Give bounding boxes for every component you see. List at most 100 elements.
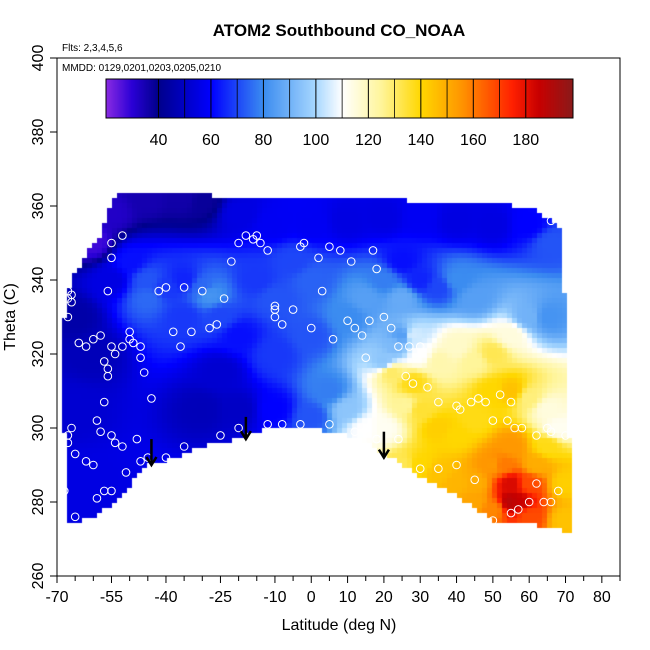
- x-tick-label: -10: [263, 589, 286, 606]
- sample-point: [179, 442, 189, 451]
- sample-point: [434, 397, 443, 407]
- y-tick-label: 360: [30, 193, 47, 220]
- sample-point: [415, 342, 425, 351]
- flights-annotation: Flts: 2,3,4,5,6: [62, 43, 123, 54]
- sample-point: [423, 383, 432, 392]
- sample-point: [96, 331, 105, 340]
- x-tick-label: 10: [339, 589, 357, 606]
- sample-point: [524, 497, 534, 507]
- sample-point: [241, 231, 251, 240]
- sample-point: [118, 342, 127, 351]
- sample-point: [179, 283, 189, 292]
- sample-point: [546, 497, 556, 507]
- sample-point: [532, 479, 541, 488]
- sample-point: [99, 357, 109, 366]
- sample-point: [118, 442, 127, 451]
- sample-point: [386, 323, 396, 333]
- sample-point: [70, 512, 80, 522]
- y-tick-label: 300: [30, 415, 47, 442]
- sample-point: [561, 431, 570, 440]
- sample-point: [357, 331, 367, 340]
- arrow-head: [145, 456, 158, 468]
- sample-point: [252, 231, 262, 240]
- sample-point: [379, 312, 389, 322]
- sample-point: [197, 286, 207, 296]
- sample-point: [96, 427, 105, 437]
- heatmap-field: [57, 58, 620, 576]
- sample-point: [263, 420, 272, 429]
- x-tick-label: 20: [375, 589, 393, 606]
- x-tick-label: 70: [557, 589, 575, 606]
- colorbar-ticks: 40 60 80 100 120 140 160 180: [150, 79, 539, 149]
- sample-point: [81, 342, 91, 351]
- sample-point: [205, 323, 214, 333]
- y-tick-label: 400: [30, 45, 47, 72]
- sample-point: [168, 327, 178, 337]
- plot-data-layer: [57, 58, 620, 576]
- sample-point: [365, 316, 374, 326]
- sample-point: [503, 416, 512, 425]
- colorbar-tick-label: 180: [512, 132, 539, 149]
- sample-point: [495, 390, 505, 400]
- colorbar-tick-label: 80: [255, 132, 273, 149]
- sample-point: [325, 420, 334, 429]
- sample-point: [103, 286, 113, 296]
- sample-point: [553, 212, 563, 222]
- x-tick-label: -40: [154, 589, 177, 606]
- sample-point: [546, 216, 556, 226]
- y-axis: 260 280 300 320 340 360 380 400: [30, 45, 58, 589]
- sample-point: [270, 301, 280, 311]
- sample-point: [107, 342, 116, 351]
- y-tick-label: 320: [30, 341, 47, 368]
- x-tick-label: 40: [448, 589, 466, 606]
- sample-point: [59, 486, 69, 496]
- sample-point: [343, 316, 352, 326]
- sample-point: [372, 264, 381, 274]
- y-tick-label: 380: [30, 119, 47, 146]
- sample-point: [132, 434, 142, 444]
- sample-point: [394, 342, 403, 351]
- sample-point: [372, 434, 381, 444]
- x-tick-label: 30: [411, 589, 429, 606]
- colorbar-tick-label: 160: [460, 132, 487, 149]
- sample-point: [394, 434, 403, 444]
- x-tick-label: -70: [45, 589, 68, 606]
- sample-point: [296, 420, 305, 429]
- sample-point: [470, 475, 480, 485]
- down-arrow: [377, 431, 390, 460]
- x-tick-label: 50: [484, 589, 502, 606]
- y-tick-label: 340: [30, 267, 47, 294]
- sample-point: [452, 460, 461, 470]
- sample-point: [513, 505, 523, 514]
- sample-point: [234, 423, 243, 433]
- sample-point: [455, 405, 465, 414]
- sample-point: [368, 246, 378, 255]
- x-tick-label: -25: [209, 589, 232, 606]
- sample-point: [325, 242, 334, 251]
- chart-title: ATOM2 Southbound CO_NOAA: [213, 21, 465, 40]
- sample-point: [147, 394, 156, 403]
- colorbar-tick-label: 140: [407, 132, 434, 149]
- sample-point: [107, 431, 116, 440]
- arrows: [145, 416, 390, 468]
- sample-point: [234, 238, 243, 248]
- sample-point: [136, 342, 145, 351]
- sample-point: [277, 320, 287, 329]
- colorbar-gradient: [106, 79, 573, 118]
- sample-point: [154, 286, 164, 296]
- sample-point: [553, 486, 563, 496]
- sample-point: [317, 286, 327, 296]
- colorbar-tick-label: 60: [202, 132, 220, 149]
- sample-point: [187, 327, 196, 337]
- arrow-head: [239, 430, 252, 442]
- sample-point: [67, 297, 76, 307]
- sample-point: [256, 238, 265, 248]
- sample-point: [110, 349, 120, 359]
- sample-point: [103, 371, 113, 381]
- sample-point: [70, 449, 80, 459]
- sample-point: [63, 431, 73, 440]
- sample-point: [346, 257, 356, 266]
- x-axis-label: Latitude (deg N): [282, 617, 397, 634]
- sample-point: [227, 257, 236, 266]
- x-tick-label: -55: [100, 589, 123, 606]
